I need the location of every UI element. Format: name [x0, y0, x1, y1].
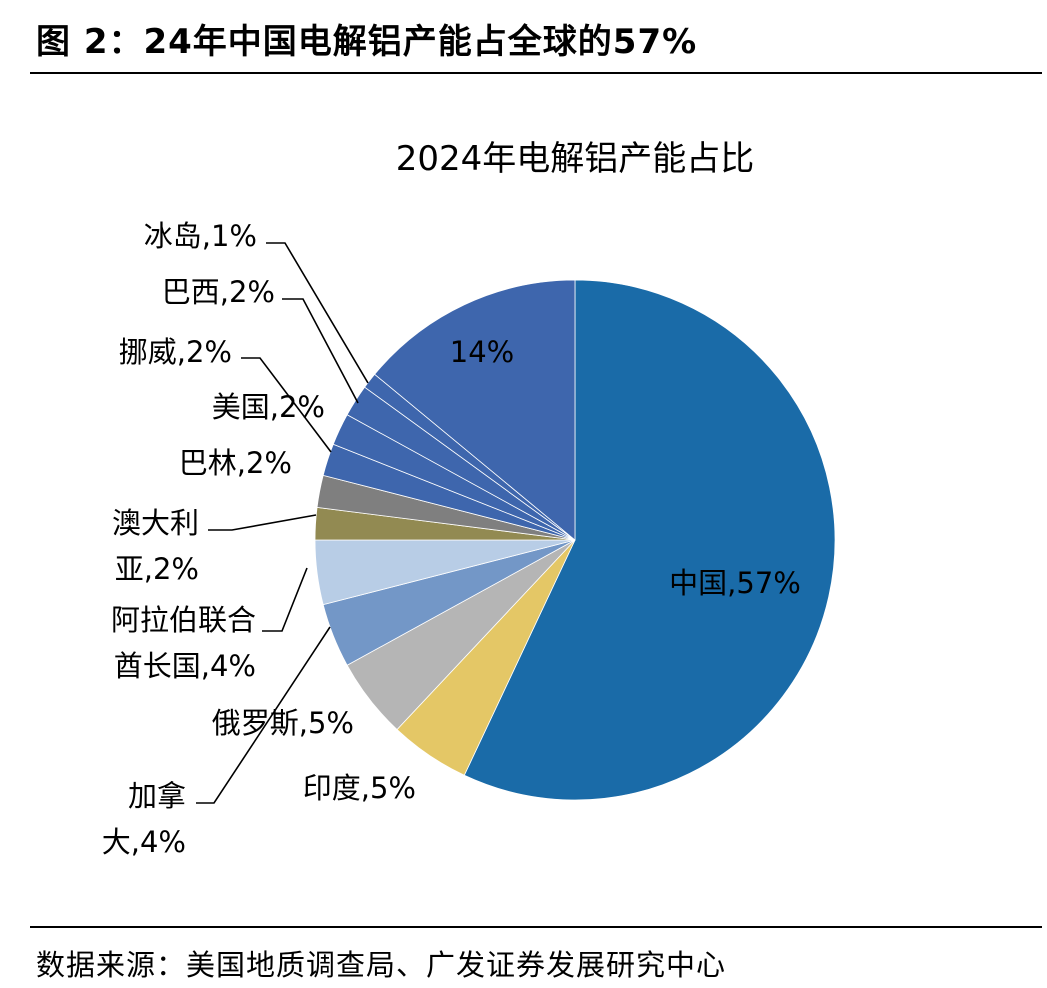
leader-line-挪威: [241, 357, 332, 453]
top-rule: [30, 72, 1042, 74]
chart-title: 2024年电解铝产能占比: [396, 139, 755, 179]
bottom-rule: [30, 926, 1042, 928]
slice-label-冰岛: 冰岛,1%: [144, 219, 257, 253]
slice-label-澳大利亚: 澳大利亚,2%: [112, 506, 199, 586]
slice-label-加拿大: 加拿大,4%: [102, 779, 186, 859]
slice-label-other: 14%: [450, 335, 514, 369]
slice-label-中国: 中国,57%: [669, 566, 801, 600]
source-note: 数据来源：美国地质调查局、广发证券发展研究中心: [36, 948, 727, 982]
slice-label-巴西: 巴西,2%: [162, 275, 275, 309]
slice-label-美国: 美国,2%: [212, 390, 325, 424]
leader-line-阿拉伯联合酋长国: [262, 567, 308, 632]
leader-line-冰岛: [266, 242, 369, 384]
slice-label-俄罗斯: 俄罗斯,5%: [212, 706, 354, 740]
leader-line-澳大利亚: [208, 514, 317, 531]
pie-slice-other: [374, 279, 576, 541]
slice-label-阿拉伯联合酋长国: 阿拉伯联合酋长国,4%: [111, 603, 256, 683]
pie-slice-中国: [463, 279, 836, 801]
figure-title: 图 2：24年中国电解铝产能占全球的57%: [36, 22, 698, 62]
slice-label-印度: 印度,5%: [303, 771, 416, 805]
slice-label-挪威: 挪威,2%: [119, 335, 232, 369]
slice-label-巴林: 巴林,2%: [179, 446, 292, 480]
leader-line-加拿大: [196, 626, 331, 804]
leader-line-巴西: [282, 298, 359, 404]
